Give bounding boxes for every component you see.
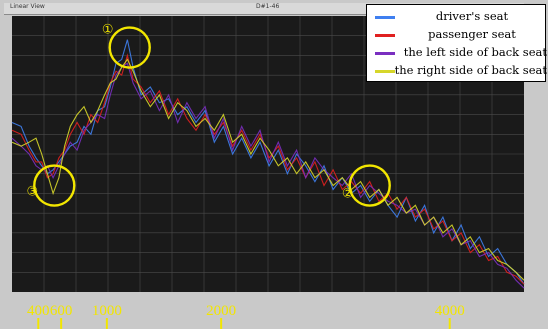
x-tick-label: 2000	[206, 303, 236, 319]
legend-swatch	[375, 70, 395, 73]
x-axis-ticks: 400 600 1000 2000 4000	[27, 303, 465, 329]
legend-swatch	[375, 16, 395, 19]
x-tick-label: 1000	[92, 303, 122, 319]
annotation-label: ③	[26, 185, 38, 200]
legend-label: the right side of back seat	[394, 63, 547, 77]
grid	[12, 16, 524, 292]
x-tick-label: 4000	[435, 303, 465, 319]
annotations: ① ② ③	[26, 23, 391, 207]
legend-label: passenger seat	[428, 27, 516, 41]
legend: driver's seat passenger seat the left side…	[366, 4, 547, 82]
series-line-driver-s-seat	[11, 39, 525, 285]
annotation-label: ①	[102, 23, 114, 38]
view-code: D#1-46	[256, 3, 280, 10]
series-line-the-right-side-of-back-seat	[11, 58, 525, 281]
annotation-circle	[348, 164, 391, 207]
series-lines	[11, 39, 525, 289]
legend-swatch	[375, 52, 395, 55]
series-line-passenger-seat	[11, 53, 525, 285]
annotation-circle	[108, 26, 151, 69]
annotation-label: ②	[342, 187, 354, 202]
legend-label: the left side of back seat	[403, 45, 547, 59]
legend-item: the left side of back seat	[367, 44, 547, 62]
legend-swatch	[375, 34, 395, 37]
legend-label: driver's seat	[435, 9, 509, 23]
legend-item: the right side of back seat	[367, 62, 547, 80]
x-tick-label: 400	[27, 303, 50, 319]
x-tick-label: 600	[50, 303, 73, 319]
view-title: Linear View	[10, 3, 45, 10]
legend-item: passenger seat	[367, 26, 547, 44]
legend-item: driver's seat	[367, 8, 547, 26]
annotation-circle	[33, 164, 76, 207]
